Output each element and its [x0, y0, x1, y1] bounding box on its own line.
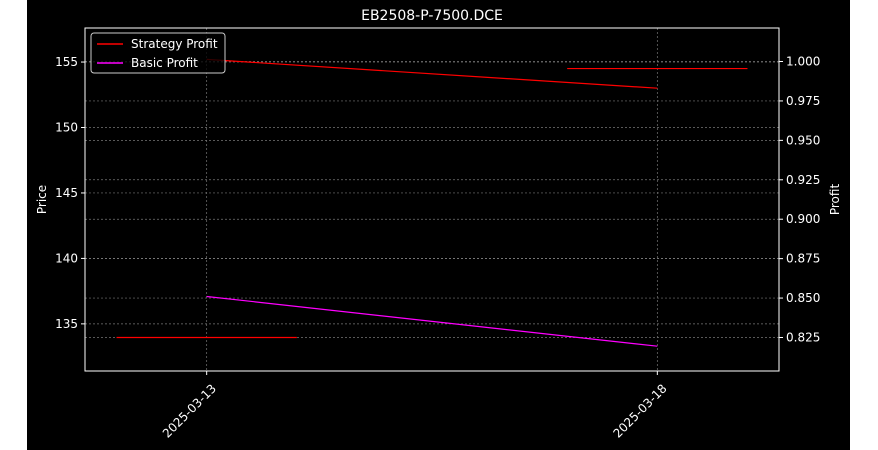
y-tick-label-right: 0.975: [786, 94, 820, 108]
y-tick-label-left: 145: [55, 186, 78, 200]
y-tick-label-left: 140: [55, 251, 78, 265]
chart-svg: 2025-03-13 2025-03-18 135 140 145 150 155 0.825…: [35, 8, 842, 441]
chart-figure: 2025-03-13 2025-03-18 135 140 145 150 155 0.825…: [27, 0, 850, 450]
x-tick-label: 2025-03-18: [610, 381, 669, 440]
y-axis-label-left: Price: [35, 185, 49, 214]
y-tick-label-right: 0.900: [786, 212, 820, 226]
y-tick-label-right: 0.825: [786, 330, 820, 344]
y-tick-label-right: 0.950: [786, 133, 820, 147]
y-tick-label-right: 0.875: [786, 252, 820, 266]
y-tick-label-right: 0.925: [786, 173, 820, 187]
legend-label: Basic Profit: [131, 56, 198, 70]
y-tick-label-left: 135: [55, 317, 78, 331]
ticks-layer: 2025-03-13 2025-03-18 135 140 145 150 155 0.825…: [55, 55, 820, 441]
series-line-strategy-profit: [206, 58, 658, 89]
grid: [85, 28, 779, 371]
plot-frame: [84, 27, 780, 372]
series-layer: [116, 58, 748, 347]
legend: Strategy Profit Basic Profit: [90, 32, 226, 74]
chart-title: EB2508-P-7500.DCE: [361, 8, 503, 24]
y-axis-label-right: Profit: [828, 184, 842, 216]
y-tick-label-left: 150: [55, 120, 78, 134]
y-tick-label-right: 1.000: [786, 55, 820, 69]
legend-box: [90, 32, 226, 74]
x-tick-label: 2025-03-13: [160, 381, 219, 440]
y-tick-label-left: 155: [55, 55, 78, 69]
series-line-basic-profit: [206, 295, 658, 347]
y-tick-label-right: 0.850: [786, 291, 820, 305]
legend-label: Strategy Profit: [131, 37, 218, 51]
